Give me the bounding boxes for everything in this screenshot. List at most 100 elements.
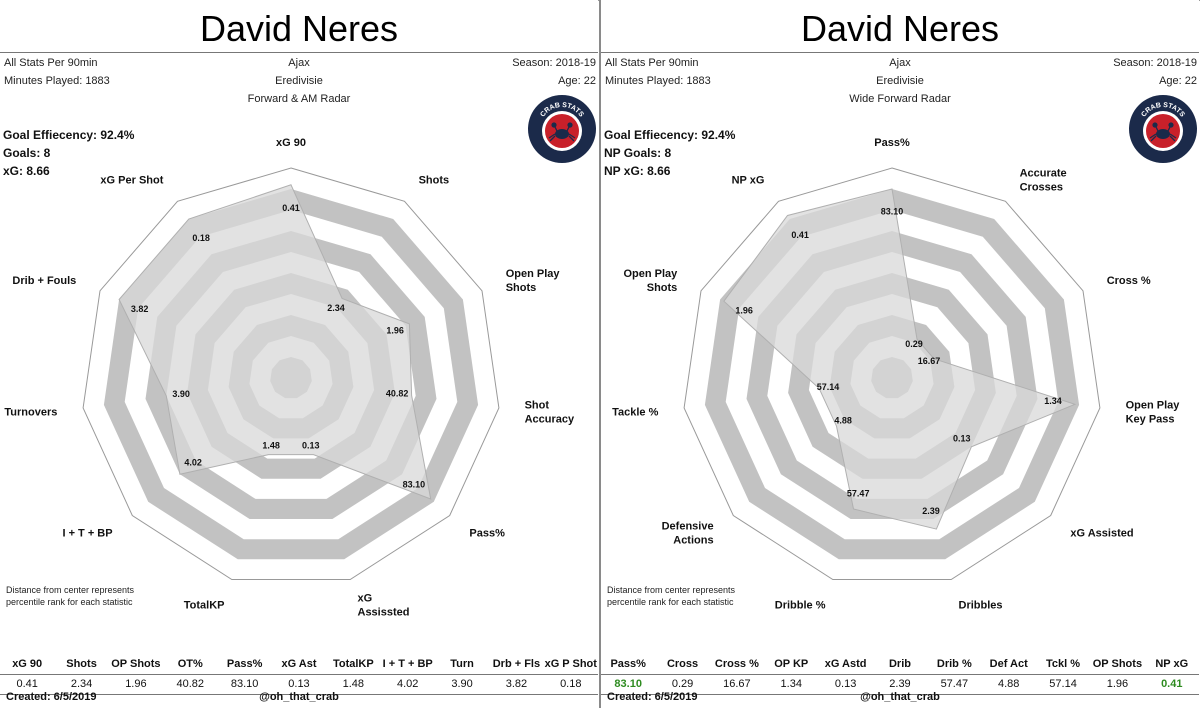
- league-name: Eredivisie: [876, 75, 924, 87]
- team-info: Ajax Eredivisie Wide Forward Radar: [601, 54, 1199, 108]
- team-name: Ajax: [889, 57, 911, 69]
- xg-total: xG: 8.66: [3, 164, 50, 178]
- stat-header: Pass%: [610, 658, 646, 670]
- stat-header: OT%: [177, 658, 203, 670]
- stat-value: 57.47: [940, 678, 969, 690]
- radar-value-label: 2.34: [327, 303, 345, 313]
- stat-value: 2.34: [70, 678, 93, 690]
- radar-category-label: xG Per Shot: [100, 175, 163, 187]
- created-date: Created: 6/5/2019: [6, 691, 97, 703]
- np-xg-total: NP xG: 8.66: [604, 164, 671, 178]
- radar-category-label: Pass%: [469, 528, 505, 540]
- season-info: Season: 2018-19 Age: 22: [1113, 54, 1197, 90]
- radar-category-label: Dribbles: [959, 599, 1003, 611]
- stat-header: xG 90: [12, 658, 43, 670]
- radar-type: Forward & AM Radar: [247, 93, 351, 105]
- stat-header: Shots: [66, 658, 97, 670]
- stat-header: xG Astd: [824, 658, 867, 670]
- radar-category-label: I + T + BP: [62, 528, 112, 540]
- np-goals: NP Goals: 8: [604, 146, 672, 160]
- stat-value: 4.02: [396, 678, 419, 690]
- stat-value: 83.10: [614, 678, 642, 690]
- stat-header: xG Ast: [281, 658, 317, 670]
- radar-category-label: Defensive Actions: [662, 521, 714, 547]
- player-title: David Neres: [199, 8, 399, 49]
- radar-category-label: TotalKP: [184, 599, 225, 611]
- stat-value: 1.48: [342, 678, 365, 690]
- stat-header: Def Act: [989, 658, 1028, 670]
- stat-header: OP KP: [774, 658, 809, 670]
- league-name: Eredivisie: [275, 75, 323, 87]
- player-title: David Neres: [800, 8, 1000, 49]
- radar-value-label: 4.88: [834, 415, 852, 425]
- minutes-played: Minutes Played: 1883: [605, 75, 711, 87]
- radar-category-label: Cross %: [1107, 275, 1151, 287]
- stats-header-row: xG 90 Shots OP Shots OT% Pass% xG Ast TotalKP I…: [0, 655, 598, 674]
- player-radar-shape: [118, 184, 432, 500]
- stat-value: 0.41: [1161, 678, 1183, 690]
- radar-value-label: 3.82: [131, 304, 149, 314]
- crab-icon: [1149, 122, 1177, 142]
- crab-stats-logo: CRAB STATS: [528, 95, 596, 163]
- stat-value: 1.96: [1106, 678, 1129, 690]
- radar-category-label: Pass%: [874, 137, 910, 149]
- forward-radar-chart: 0.41 2.34 1.96 40.82 83.10 0.13 1.48 4.02 3.90 3.…: [4, 137, 575, 618]
- stat-value: 1.96: [125, 678, 147, 690]
- radar-category-label: Accurate Crosses: [1020, 168, 1067, 194]
- season: Season: 2018-19: [512, 57, 596, 69]
- stat-value: 83.10: [230, 678, 259, 690]
- radar-category-label: Tackle %: [612, 407, 658, 419]
- stat-value: 0.29: [671, 678, 694, 690]
- per90-label: All Stats Per 90min: [4, 57, 98, 69]
- crab-icon: [548, 122, 576, 142]
- season: Season: 2018-19: [1113, 57, 1197, 69]
- stat-value: 0.13: [834, 678, 857, 690]
- team-info: Ajax Eredivisie Forward & AM Radar: [0, 54, 598, 108]
- stat-header: OP Shots: [1092, 658, 1143, 670]
- radar-value-label: 57.47: [847, 488, 870, 498]
- goal-efficiency: Goal Effiecency: 92.4%: [3, 128, 135, 142]
- radar-category-label: Shot Accuracy: [525, 400, 575, 426]
- radar-category-label: xG 90: [276, 137, 306, 149]
- radar-category-label: Drib + Fouls: [12, 275, 76, 287]
- stat-value: 16.67: [723, 678, 751, 690]
- stat-header: Pass%: [226, 658, 263, 670]
- stat-header: Drb + Fls: [492, 658, 541, 670]
- stats-header-row: Pass% Cross Cross % OP KP xG Astd Drib Drib % D…: [601, 655, 1199, 674]
- stat-value: 0.13: [288, 678, 310, 690]
- stat-header: xG P Shot: [544, 658, 597, 670]
- radar-value-label: 1.96: [735, 305, 753, 315]
- radar-category-label: Shots: [419, 175, 450, 187]
- stat-header: Drib: [888, 658, 911, 670]
- radar-value-label: 57.14: [817, 382, 840, 392]
- stat-value: 4.88: [997, 678, 1020, 690]
- radar-value-label: 83.10: [403, 480, 426, 490]
- goal-info: Goal Effiecency: 92.4% Goals: 8 xG: 8.66: [3, 126, 134, 180]
- radar-category-label: Open Play Key Pass: [1126, 400, 1181, 426]
- stat-value: 1.34: [780, 678, 802, 690]
- stats-table: Pass% Cross Cross % OP KP xG Astd Drib Drib % D…: [601, 655, 1199, 695]
- radar-value-label: 2.39: [922, 506, 940, 516]
- stat-value: 2.39: [889, 678, 911, 690]
- percentile-note: Distance from center represents percenti…: [607, 585, 736, 607]
- radar-category-label: xG Assisted: [1070, 528, 1133, 540]
- stat-header: Tckl %: [1046, 658, 1081, 670]
- goal-efficiency: Goal Effiecency: 92.4%: [604, 128, 736, 142]
- radar-value-label: 1.34: [1044, 396, 1062, 406]
- radar-value-label: 0.13: [953, 434, 971, 444]
- radar-value-label: 0.13: [302, 440, 320, 450]
- stat-header: Turn: [450, 658, 474, 670]
- stat-header: Cross %: [714, 658, 759, 670]
- title-rule: [601, 52, 1199, 53]
- radar-value-label: 4.02: [184, 458, 202, 468]
- radar-value-label: 1.48: [262, 440, 280, 450]
- per90-label: All Stats Per 90min: [605, 57, 699, 69]
- stats-table: xG 90 Shots OP Shots OT% Pass% xG Ast TotalKP I…: [0, 655, 598, 695]
- goal-info: Goal Effiecency: 92.4% NP Goals: 8 NP xG…: [604, 126, 735, 180]
- radar-value-label: 0.18: [192, 233, 210, 243]
- radar-value-label: 83.10: [881, 207, 904, 217]
- radar-category-label: NP xG: [732, 175, 765, 187]
- per90-info: All Stats Per 90min Minutes Played: 1883: [605, 54, 711, 90]
- radar-value-label: 1.96: [386, 325, 404, 335]
- season-info: Season: 2018-19 Age: 22: [512, 54, 596, 90]
